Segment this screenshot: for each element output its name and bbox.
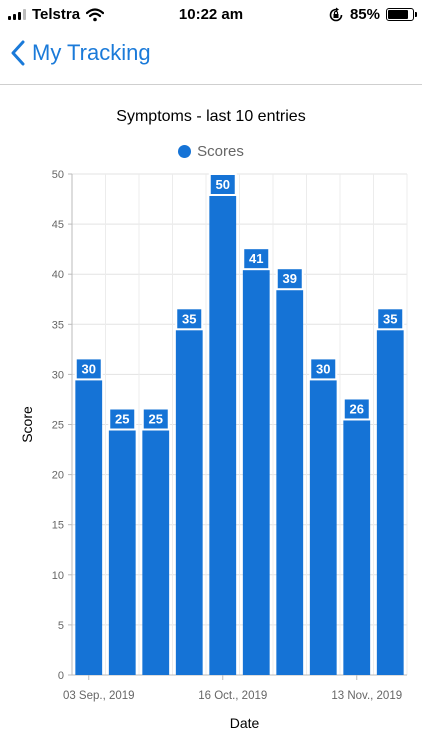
signal-bars-icon bbox=[8, 9, 26, 20]
legend-swatch bbox=[178, 145, 192, 158]
chart-legend[interactable]: Scores bbox=[0, 143, 422, 160]
y-axis-title: Score bbox=[19, 406, 35, 443]
y-tick-label: 15 bbox=[52, 520, 64, 532]
battery-cap bbox=[415, 12, 417, 17]
bar-label-box bbox=[242, 247, 271, 271]
bar-label-box bbox=[342, 397, 371, 421]
chart-title: Symptoms - last 10 entries bbox=[116, 108, 306, 125]
bar-label-box bbox=[141, 407, 170, 431]
bar-1 bbox=[75, 374, 103, 675]
x-tick-label: 16 Oct., 2019 bbox=[198, 690, 267, 702]
x-tick-label: 03 Sep., 2019 bbox=[63, 690, 135, 702]
bar-label-box bbox=[175, 307, 204, 331]
legend-label: Scores bbox=[197, 143, 244, 160]
bar-data-label: 25 bbox=[115, 412, 129, 427]
bar-data-label: 26 bbox=[350, 401, 364, 416]
bar-label-box bbox=[275, 267, 304, 291]
bar-data-label: 35 bbox=[182, 311, 196, 326]
bar-8 bbox=[309, 374, 337, 675]
bar-label-box bbox=[376, 307, 405, 331]
y-tick-label: 20 bbox=[52, 470, 64, 482]
bar-data-label: 39 bbox=[283, 271, 297, 286]
y-tick-label: 35 bbox=[52, 319, 64, 331]
bar-7 bbox=[276, 284, 304, 675]
bar-10 bbox=[376, 324, 404, 675]
bar-label-box bbox=[74, 357, 103, 381]
status-time: 10:22 am bbox=[178, 6, 244, 23]
battery-icon bbox=[386, 8, 417, 21]
bar-3 bbox=[142, 424, 170, 675]
back-button[interactable]: My Tracking bbox=[10, 40, 151, 66]
battery-fill bbox=[388, 10, 409, 19]
status-bar: Telstra 10:22 am 85% bbox=[0, 0, 422, 30]
y-tick-label: 40 bbox=[52, 269, 64, 281]
status-right: 85% bbox=[328, 6, 417, 23]
y-tick-label: 0 bbox=[58, 670, 64, 682]
bar-data-label: 30 bbox=[316, 361, 330, 376]
bar-data-label: 25 bbox=[149, 412, 163, 427]
y-tick-label: 5 bbox=[58, 620, 64, 632]
battery-percent: 85% bbox=[349, 6, 380, 23]
y-tick-label: 45 bbox=[52, 219, 64, 231]
y-tick-label: 10 bbox=[52, 570, 64, 582]
bar-data-label: 41 bbox=[249, 251, 263, 266]
back-button-label: My Tracking bbox=[32, 40, 151, 65]
status-left: Telstra bbox=[8, 6, 105, 23]
chevron-left-icon bbox=[11, 40, 25, 66]
bar-9 bbox=[343, 414, 371, 675]
orientation-lock-icon bbox=[329, 7, 343, 21]
carrier-name: Telstra bbox=[32, 6, 81, 23]
bar-6 bbox=[242, 264, 270, 675]
bar-label-box bbox=[208, 173, 237, 196]
bar-label-box bbox=[309, 357, 338, 381]
y-tick-label: 30 bbox=[52, 369, 64, 381]
x-tick-label: 13 Nov., 2019 bbox=[331, 690, 402, 702]
bar-data-label: 35 bbox=[383, 311, 397, 326]
bar-2 bbox=[108, 424, 136, 675]
bar-5 bbox=[209, 174, 237, 675]
x-axis-title: Date bbox=[230, 715, 260, 731]
bar-4 bbox=[175, 324, 203, 675]
wifi-icon bbox=[86, 7, 105, 21]
navigation-bar: My Tracking bbox=[0, 30, 422, 85]
bar-data-label: 30 bbox=[82, 361, 96, 376]
y-tick-label: 25 bbox=[52, 420, 64, 432]
bar-label-box bbox=[108, 407, 137, 431]
bar-data-label: 50 bbox=[216, 177, 230, 192]
y-tick-label: 50 bbox=[52, 169, 64, 181]
